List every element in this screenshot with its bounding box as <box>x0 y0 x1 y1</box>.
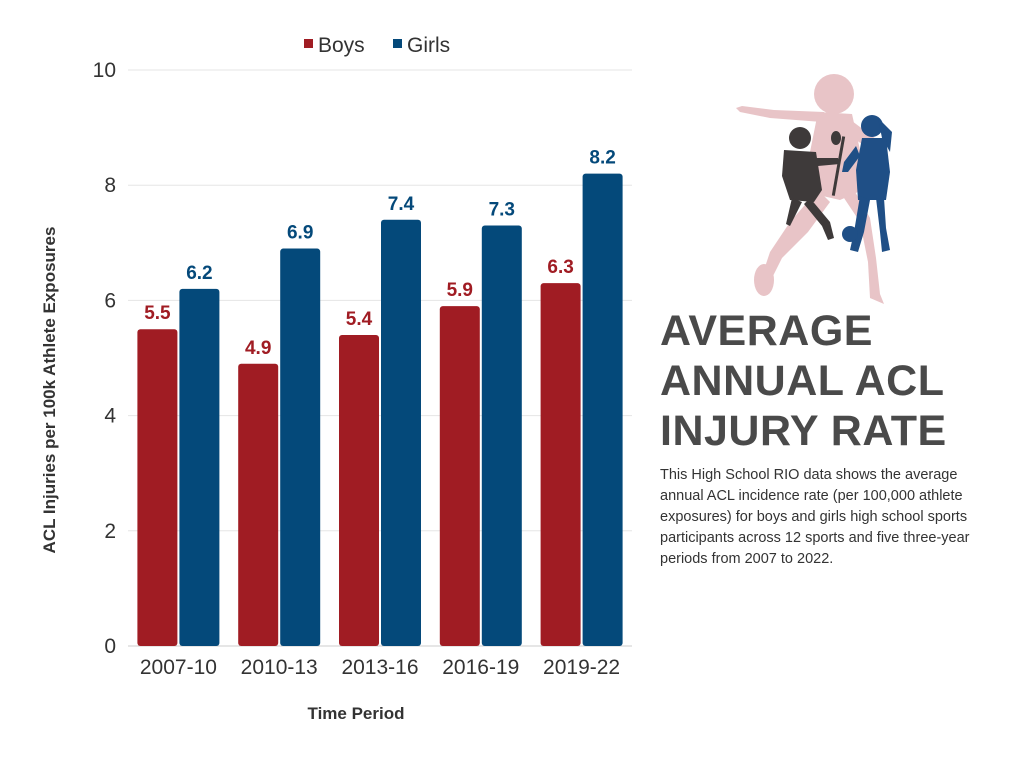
bar-boys-2013-16 <box>339 334 379 646</box>
value-label-girls: 6.9 <box>287 223 313 244</box>
athletes-silhouette-icon <box>736 74 892 304</box>
bar-girls-2019-22 <box>582 173 623 646</box>
bar-boys-2019-22 <box>540 283 581 646</box>
value-label-boys: 5.5 <box>144 303 171 324</box>
legend: Boys Girls <box>304 34 450 57</box>
x-category-label: 2019-22 <box>543 656 620 679</box>
legend-label-girls: Girls <box>407 34 450 57</box>
title-line: ANNUAL ACL <box>660 357 945 405</box>
y-tick-label: 2 <box>104 520 116 543</box>
bar-girls-2007-10 <box>179 288 220 646</box>
y-axis-title: ACL Injuries per 100k Athlete Exposures <box>40 227 59 554</box>
legend-swatch-boys <box>304 39 313 48</box>
value-label-girls: 7.4 <box>388 194 415 215</box>
y-tick-label: 8 <box>104 174 116 197</box>
value-label-boys: 5.9 <box>447 280 473 301</box>
value-label-boys: 4.9 <box>245 338 271 359</box>
x-axis-title: Time Period <box>308 704 405 723</box>
y-tick-label: 6 <box>104 289 116 312</box>
value-label-girls: 6.2 <box>186 263 212 284</box>
bar-chart: 0 2 4 6 8 10 5.5 6.2 4.9 6.9 5.4 7.4 5.9 7.3 6.3 8.2 2… <box>40 34 632 723</box>
y-tick-label: 4 <box>104 405 116 428</box>
page-title: AVERAGE ANNUAL ACL INJURY RATE <box>660 306 990 456</box>
x-axis-categories: 2007-10 2010-13 2013-16 2016-19 2019-22 <box>140 656 620 679</box>
y-tick-label: 10 <box>93 59 116 82</box>
value-label-girls: 8.2 <box>589 148 615 169</box>
x-category-label: 2010-13 <box>241 656 318 679</box>
value-label-boys: 6.3 <box>547 257 573 278</box>
value-labels: 5.5 6.2 4.9 6.9 5.4 7.4 5.9 7.3 6.3 8.2 <box>144 148 616 359</box>
description-text: This High School RIO data shows the aver… <box>660 467 970 567</box>
bar-boys-2007-10 <box>137 329 178 646</box>
girl-player-silhouette <box>842 115 892 252</box>
y-tick-label: 0 <box>104 635 116 658</box>
bar-boys-2010-13 <box>238 363 279 646</box>
bar-girls-2016-19 <box>481 225 522 646</box>
y-axis-ticks: 0 2 4 6 8 10 <box>93 59 117 658</box>
value-label-girls: 7.3 <box>489 200 515 221</box>
value-label-boys: 5.4 <box>346 309 373 330</box>
bar-girls-2010-13 <box>280 248 321 646</box>
title-line: AVERAGE <box>660 307 873 355</box>
bar-girls-2013-16 <box>381 219 421 646</box>
bars <box>137 173 623 646</box>
bar-boys-2016-19 <box>439 306 480 646</box>
title-line: INJURY RATE <box>660 407 947 455</box>
x-category-label: 2013-16 <box>341 656 418 679</box>
legend-swatch-girls <box>393 39 402 48</box>
lacrosse-player-silhouette <box>782 127 846 240</box>
x-category-label: 2007-10 <box>140 656 217 679</box>
x-category-label: 2016-19 <box>442 656 519 679</box>
legend-label-boys: Boys <box>318 34 365 57</box>
